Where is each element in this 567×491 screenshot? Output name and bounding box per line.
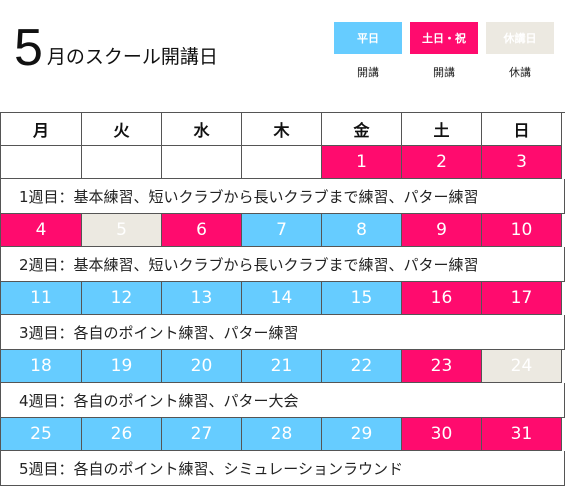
day-cell-9: 9 <box>402 214 482 247</box>
day-cell-26: 26 <box>82 418 162 451</box>
day-cell-16: 16 <box>402 282 482 315</box>
weekday-header-sun: 日 <box>482 113 562 146</box>
day-cell-28: 28 <box>242 418 322 451</box>
legend-caption-closed: 休講 <box>509 66 531 79</box>
calendar-table: 月 火 水 木 金 土 日 1 2 3 1週目：基本練習、短いクラブから長いクラブまで… <box>0 112 565 486</box>
day-cell-25: 25 <box>1 418 82 451</box>
week-row: 11 12 13 14 15 16 17 <box>1 282 565 315</box>
legend-caption-weekday: 開講 <box>357 66 379 79</box>
day-cell-31: 31 <box>482 418 562 451</box>
day-cell-12: 12 <box>82 282 162 315</box>
week-note: 5週目：各自のポイント練習、シミュレーションラウンド <box>1 451 565 486</box>
day-cell-empty <box>242 146 322 179</box>
day-cell-5: 5 <box>82 214 162 247</box>
week-row: 18 19 20 21 22 23 24 <box>1 350 565 383</box>
day-cell-empty <box>82 146 162 179</box>
weekday-header-fri: 金 <box>322 113 402 146</box>
day-cell-7: 7 <box>242 214 322 247</box>
week-note: 2週目：基本練習、短いクラブから長いクラブまで練習、パター練習 <box>1 247 565 282</box>
day-cell-15: 15 <box>322 282 402 315</box>
day-cell-empty <box>1 146 82 179</box>
week-note: 4週目：各自のポイント練習、パター大会 <box>1 383 565 418</box>
day-cell-3: 3 <box>482 146 562 179</box>
day-cell-18: 18 <box>1 350 82 383</box>
day-cell-empty <box>162 146 242 179</box>
weekday-header-thu: 木 <box>242 113 322 146</box>
day-cell-11: 11 <box>1 282 82 315</box>
day-cell-8: 8 <box>322 214 402 247</box>
week-row: 25 26 27 28 29 30 31 <box>1 418 565 451</box>
day-cell-17: 17 <box>482 282 562 315</box>
legend-caption-holiday: 開講 <box>433 66 455 79</box>
day-cell-21: 21 <box>242 350 322 383</box>
week-note: 3週目：各自のポイント練習、パター練習 <box>1 315 565 350</box>
day-cell-1: 1 <box>322 146 402 179</box>
day-cell-14: 14 <box>242 282 322 315</box>
legend-weekday: 平日 開講 <box>334 22 402 80</box>
month-number: 5 <box>14 19 43 77</box>
day-cell-24: 24 <box>482 350 562 383</box>
page-title: 5 月のスクール開講日 <box>14 14 218 74</box>
weekday-header-tue: 火 <box>82 113 162 146</box>
weekday-header-row: 月 火 水 木 金 土 日 <box>1 113 565 146</box>
day-cell-20: 20 <box>162 350 242 383</box>
day-cell-29: 29 <box>322 418 402 451</box>
day-cell-2: 2 <box>402 146 482 179</box>
day-cell-30: 30 <box>402 418 482 451</box>
legend-chip-closed: 休講日 <box>486 22 554 54</box>
day-cell-22: 22 <box>322 350 402 383</box>
day-cell-19: 19 <box>82 350 162 383</box>
legend-chip-holiday: 土日・祝 <box>410 22 478 54</box>
day-cell-13: 13 <box>162 282 242 315</box>
week-note: 1週目：基本練習、短いクラブから長いクラブまで練習、パター練習 <box>1 179 565 214</box>
weekday-header-wed: 水 <box>162 113 242 146</box>
weekday-header-mon: 月 <box>1 113 82 146</box>
day-cell-6: 6 <box>162 214 242 247</box>
day-cell-23: 23 <box>402 350 482 383</box>
legend-closed: 休講日 休講 <box>486 22 554 80</box>
day-cell-4: 4 <box>1 214 82 247</box>
week-row: 4 5 6 7 8 9 10 <box>1 214 565 247</box>
weekday-header-sat: 土 <box>402 113 482 146</box>
legend-chip-weekday: 平日 <box>334 22 402 54</box>
day-cell-27: 27 <box>162 418 242 451</box>
day-cell-10: 10 <box>482 214 562 247</box>
legend-holiday: 土日・祝 開講 <box>410 22 478 80</box>
title-text: 月のスクール開講日 <box>46 46 218 68</box>
